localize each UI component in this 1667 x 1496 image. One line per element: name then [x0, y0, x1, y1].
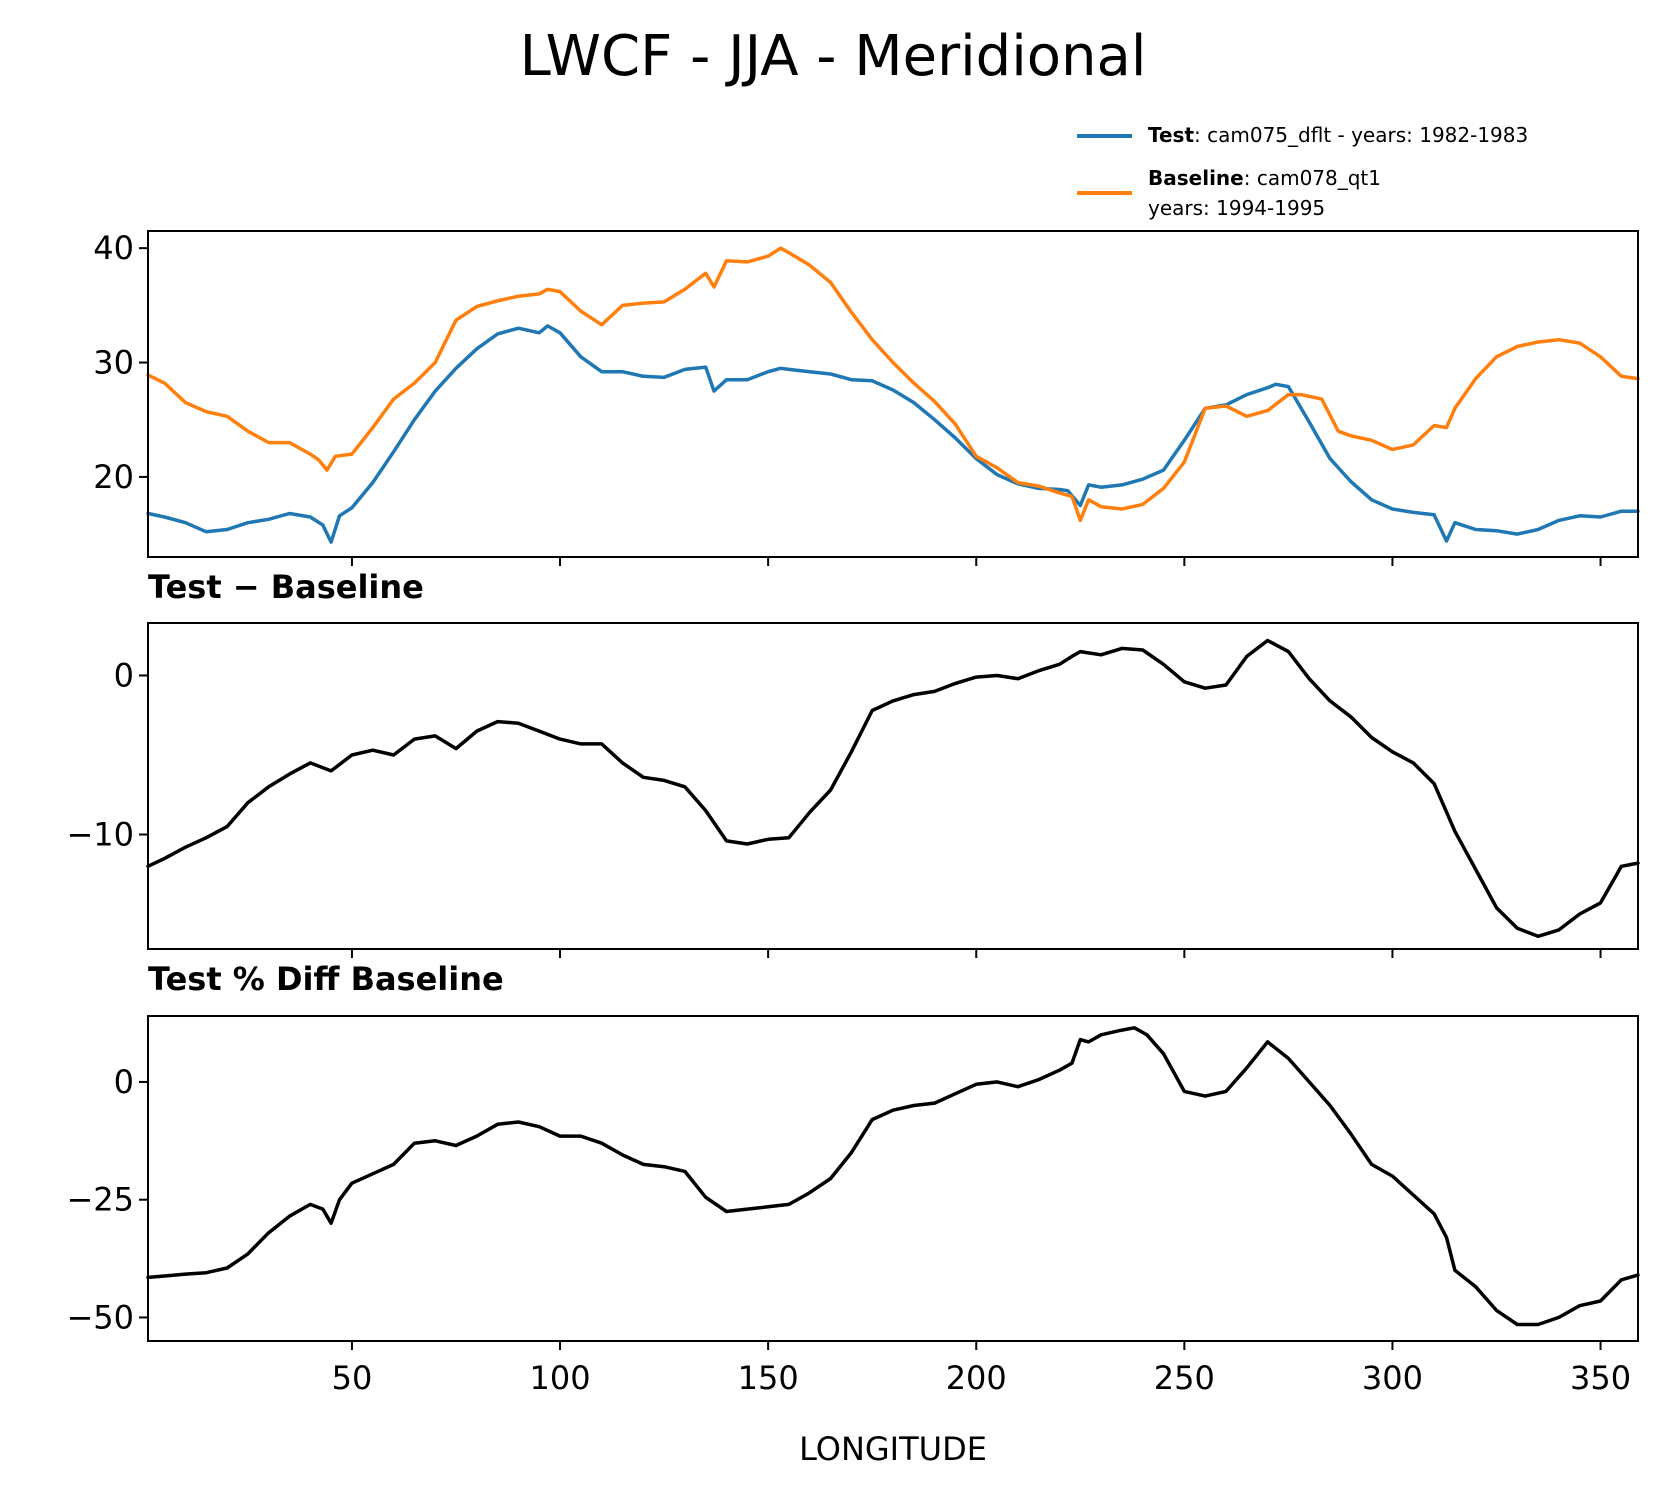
y-tick-label: −25	[66, 1181, 134, 1219]
x-tick-label: 300	[1362, 1359, 1423, 1397]
legend-test-text: : cam075_dflt - years: 1982-1983	[1194, 123, 1528, 147]
x-tick-label: 250	[1154, 1359, 1215, 1397]
legend-baseline-bold: Baseline	[1148, 166, 1244, 190]
y-tick-label: 30	[93, 344, 134, 382]
legend: Test: cam075_dflt - years: 1982-1983 Bas…	[1077, 123, 1528, 220]
series-line-panel2-0	[146, 1026, 1640, 1327]
y-tick-label: 40	[93, 229, 134, 267]
legend-label-baseline: Baseline: cam078_qt1	[1148, 166, 1381, 190]
x-tick-label: 150	[738, 1359, 799, 1397]
x-axis-label: LONGITUDE	[799, 1430, 987, 1468]
panel-percent-diff: −50 −25 0 50 100 150 200 250 300 350	[66, 1015, 1640, 1397]
y-tick-label: −50	[66, 1298, 134, 1336]
y-tick-label: −10	[66, 816, 134, 854]
x-tick-label: 350	[1570, 1359, 1631, 1397]
series-line-panel1-0	[146, 638, 1640, 939]
series-line-test	[146, 324, 1640, 544]
plot-frame	[147, 1015, 1639, 1342]
x-tick-label: 100	[530, 1359, 591, 1397]
panel-subtitle-difference: Test − Baseline	[148, 568, 424, 606]
panel-subtitle-percent-diff: Test % Diff Baseline	[148, 960, 504, 998]
panel-lwcf: 20 30 40	[93, 229, 1640, 566]
y-tick-label: 20	[93, 458, 134, 496]
legend-baseline-years: years: 1994-1995	[1148, 196, 1325, 220]
y-tick-label: 0	[114, 656, 134, 694]
x-tick-label: 50	[332, 1359, 373, 1397]
panel-difference: −10 0	[66, 622, 1640, 958]
x-tick-label: 200	[946, 1359, 1007, 1397]
plot-frame	[147, 622, 1639, 950]
chart-title: LWCF - JJA - Meridional	[520, 24, 1147, 89]
legend-test-bold: Test	[1148, 123, 1194, 147]
series-line-baseline	[146, 246, 1640, 523]
y-tick-label: 0	[114, 1063, 134, 1101]
plot-frame	[147, 230, 1639, 558]
legend-label-test: Test: cam075_dflt - years: 1982-1983	[1148, 123, 1528, 147]
legend-baseline-text: : cam078_qt1	[1244, 166, 1381, 190]
